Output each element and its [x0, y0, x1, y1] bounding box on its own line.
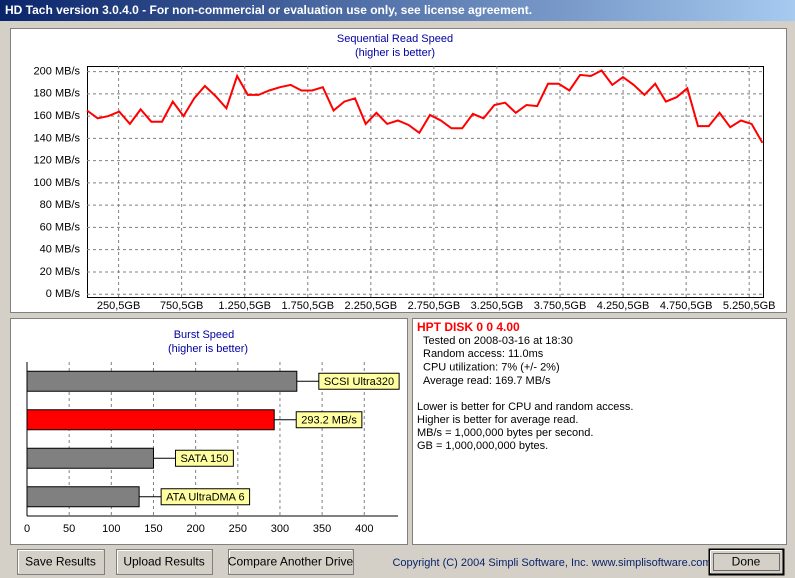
button-label[interactable]: Save Results — [25, 555, 96, 569]
x-tick-label: 250,5GB — [97, 300, 140, 312]
y-tick-label: 20 MB/s — [40, 266, 81, 278]
y-tick-label: 100 MB/s — [34, 177, 81, 189]
window-title: HD Tach version 3.0.4.0 - For non-commer… — [5, 3, 532, 17]
button-frame[interactable] — [17, 549, 105, 575]
seq-title: Sequential Read Speed — [337, 33, 453, 45]
x-tick-label: 100 — [102, 523, 120, 535]
bar — [26, 447, 154, 469]
drive-detail: Tested on 2008-03-16 at 18:30 — [423, 335, 573, 347]
button-label[interactable]: Done — [732, 555, 761, 569]
x-tick-label: 0 — [24, 523, 30, 535]
x-tick-label: 400 — [355, 523, 373, 535]
drive-detail: Average read: 169.7 MB/s — [423, 375, 551, 387]
bar — [26, 409, 275, 431]
button-label[interactable]: Upload Results — [123, 555, 204, 569]
x-tick-label: 50 — [63, 523, 75, 535]
plot-area — [87, 66, 764, 298]
y-tick-label: 180 MB/s — [34, 88, 81, 100]
x-tick-label: 1.250,5GB — [218, 300, 271, 312]
burst-subtitle: (higher is better) — [168, 343, 248, 355]
note-line: GB = 1,000,000,000 bytes. — [417, 440, 548, 452]
label-box — [160, 488, 251, 506]
burst-title: Burst Speed — [174, 329, 235, 341]
info-panel — [412, 318, 787, 545]
x-tick-label: 200 — [186, 523, 204, 535]
bar-label: SCSI Ultra320 — [324, 376, 394, 388]
copyright: Copyright (C) 2004 Simpli Software, Inc.… — [392, 557, 711, 569]
label-box — [295, 411, 363, 429]
bar-label: ATA UltraDMA 6 — [166, 492, 244, 504]
button-frame[interactable] — [116, 549, 213, 575]
note-line: Higher is better for average read. — [417, 414, 578, 426]
drive-detail: CPU utilization: 7% (+/- 2%) — [423, 362, 560, 374]
x-tick-label: 3.750,5GB — [534, 300, 587, 312]
y-tick-label: 40 MB/s — [40, 244, 81, 256]
y-tick-label: 140 MB/s — [34, 132, 81, 144]
x-tick-label: 3.250,5GB — [471, 300, 524, 312]
button-frame[interactable] — [228, 549, 354, 575]
button-label[interactable]: Compare Another Drive — [228, 555, 354, 569]
x-tick-label: 250 — [229, 523, 247, 535]
note-line: MB/s = 1,000,000 bytes per second. — [417, 427, 593, 439]
bar — [26, 486, 140, 508]
x-tick-label: 150 — [144, 523, 162, 535]
drive-detail: Random access: 11.0ms — [423, 348, 544, 360]
y-tick-label: 120 MB/s — [34, 155, 81, 167]
drive-name: HPT DISK 0 0 4.00 — [417, 320, 520, 334]
x-tick-label: 2.750,5GB — [408, 300, 461, 312]
x-tick-label: 1.750,5GB — [281, 300, 334, 312]
bar — [26, 370, 298, 392]
note-line: Lower is better for CPU and random acces… — [417, 401, 633, 413]
y-tick-label: 160 MB/s — [34, 110, 81, 122]
x-tick-label: 5.250,5GB — [723, 300, 776, 312]
y-tick-label: 80 MB/s — [40, 199, 81, 211]
x-tick-label: 4.750,5GB — [660, 300, 713, 312]
label-box — [318, 372, 400, 390]
seq-subtitle: (higher is better) — [355, 47, 435, 59]
x-tick-label: 300 — [271, 523, 289, 535]
x-tick-label: 750,5GB — [160, 300, 203, 312]
bar-label: 293.2 MB/s — [301, 415, 357, 427]
title-bar — [0, 0, 795, 21]
read-speed-line — [86, 69, 764, 144]
x-tick-label: 2.250,5GB — [345, 300, 398, 312]
y-tick-label: 200 MB/s — [34, 65, 81, 77]
x-tick-label: 350 — [313, 523, 331, 535]
y-tick-label: 0 MB/s — [46, 288, 81, 300]
bar-label: SATA 150 — [180, 453, 228, 465]
focus-rect — [713, 553, 780, 571]
label-box — [174, 449, 234, 467]
y-tick-label: 60 MB/s — [40, 221, 81, 233]
x-tick-label: 4.250,5GB — [597, 300, 650, 312]
